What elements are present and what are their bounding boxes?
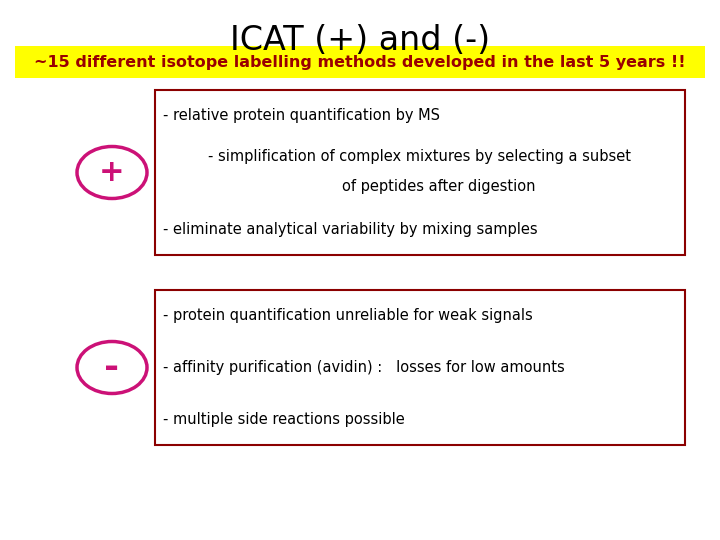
Ellipse shape — [77, 341, 147, 394]
Text: - simplification of complex mixtures by selecting a subset: - simplification of complex mixtures by … — [209, 150, 631, 165]
Text: -: - — [104, 350, 120, 384]
Text: ~15 different isotope labelling methods developed in the last 5 years !!: ~15 different isotope labelling methods … — [34, 55, 686, 70]
Text: - relative protein quantification by MS: - relative protein quantification by MS — [163, 108, 440, 123]
Bar — [15, 46, 705, 78]
Text: of peptides after digestion: of peptides after digestion — [305, 179, 535, 193]
Text: - protein quantification unreliable for weak signals: - protein quantification unreliable for … — [163, 308, 533, 323]
Text: - affinity purification (avidin) :   losses for low amounts: - affinity purification (avidin) : losse… — [163, 360, 564, 375]
Text: - eliminate analytical variability by mixing samples: - eliminate analytical variability by mi… — [163, 222, 538, 237]
Bar — [155, 290, 685, 445]
Text: +: + — [99, 158, 125, 187]
Text: - multiple side reactions possible: - multiple side reactions possible — [163, 412, 405, 427]
Text: ICAT (+) and (-): ICAT (+) and (-) — [230, 24, 490, 57]
Ellipse shape — [77, 146, 147, 199]
Bar — [155, 90, 685, 255]
